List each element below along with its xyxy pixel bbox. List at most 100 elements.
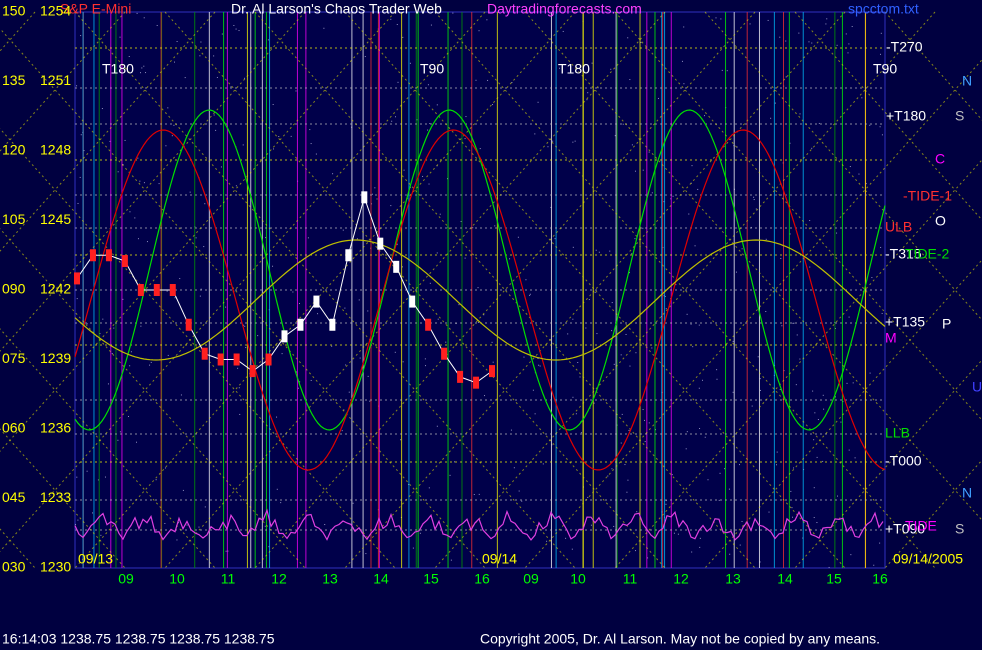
star: [715, 17, 717, 19]
star: [199, 55, 201, 57]
level-label: ULB: [885, 219, 912, 235]
star: [315, 153, 317, 155]
star: [785, 76, 787, 78]
planet-letter: N: [962, 73, 972, 89]
star: [779, 36, 781, 38]
star: [140, 72, 142, 74]
price-bar: [233, 353, 240, 366]
star: [621, 413, 623, 415]
star: [429, 282, 431, 284]
star: [164, 522, 166, 524]
star: [173, 124, 175, 126]
star: [369, 400, 371, 402]
star: [523, 356, 525, 358]
index-label: 045: [2, 489, 26, 505]
star: [683, 26, 685, 28]
price-bar: [169, 284, 176, 296]
star: [736, 146, 738, 148]
star: [525, 279, 527, 281]
star: [295, 90, 297, 92]
star: [739, 464, 741, 466]
star: [310, 143, 312, 145]
star: [635, 550, 637, 552]
star: [586, 99, 588, 101]
star: [865, 183, 867, 185]
star: [572, 141, 574, 143]
index-label: 075: [2, 350, 26, 366]
star: [356, 238, 358, 240]
star: [341, 430, 343, 432]
star: [139, 180, 141, 182]
star: [825, 23, 827, 25]
star: [698, 324, 700, 326]
star: [834, 328, 836, 330]
star: [648, 422, 650, 424]
star: [792, 516, 794, 518]
star: [278, 136, 280, 138]
star: [422, 175, 424, 177]
star: [492, 104, 494, 106]
star: [751, 405, 753, 407]
star: [464, 257, 466, 259]
price-label: 1230: [40, 559, 71, 575]
hour-label: 09: [118, 571, 134, 587]
star: [776, 464, 778, 466]
hour-label: 13: [725, 571, 741, 587]
star: [593, 402, 595, 404]
star: [628, 429, 630, 431]
star: [238, 387, 240, 389]
star: [534, 133, 536, 135]
star: [690, 323, 692, 325]
star: [635, 352, 637, 354]
star: [155, 479, 157, 481]
star: [511, 82, 513, 84]
price-bar: [377, 237, 384, 250]
star: [587, 496, 589, 498]
star: [537, 358, 539, 360]
star: [739, 544, 741, 546]
star: [510, 429, 512, 431]
star: [242, 144, 244, 146]
star: [534, 413, 536, 415]
star: [364, 56, 366, 58]
star: [858, 173, 860, 175]
star: [686, 313, 688, 315]
star: [847, 52, 849, 54]
star: [348, 391, 350, 393]
star: [780, 257, 782, 259]
star: [128, 56, 130, 58]
star: [486, 19, 488, 21]
star: [479, 148, 481, 150]
star: [699, 428, 701, 430]
star: [365, 553, 367, 555]
star: [552, 140, 554, 142]
star: [391, 120, 393, 122]
star: [235, 185, 237, 187]
star: [257, 335, 259, 337]
star: [726, 70, 728, 72]
star: [692, 346, 694, 348]
star: [665, 503, 667, 505]
star: [809, 220, 811, 222]
star: [458, 304, 460, 306]
star: [344, 307, 346, 309]
site-link[interactable]: Daytradingforecasts.com: [487, 1, 642, 17]
cycle-label: T180: [102, 61, 134, 77]
star: [477, 321, 479, 323]
star: [627, 37, 629, 39]
star: [809, 266, 811, 268]
star: [394, 351, 396, 353]
star: [836, 495, 838, 497]
star: [446, 178, 448, 180]
star: [753, 199, 755, 201]
price-label: 1236: [40, 420, 71, 436]
star: [854, 457, 856, 459]
level-label: -T315: [885, 246, 922, 262]
star: [741, 248, 743, 250]
planet-letter: P: [942, 316, 951, 332]
star: [770, 117, 772, 119]
star: [789, 233, 791, 235]
star: [273, 148, 275, 150]
star: [753, 196, 755, 198]
price-bar: [457, 370, 464, 383]
